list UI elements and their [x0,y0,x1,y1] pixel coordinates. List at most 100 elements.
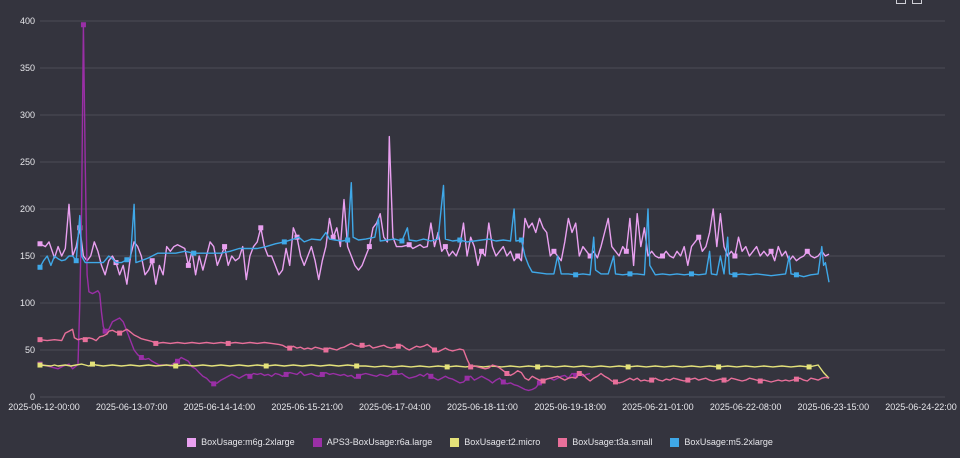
x-tick-label: 2025-06-23-15:00 [798,402,870,412]
series-marker [612,379,618,385]
series-marker [660,253,666,259]
series-marker [432,347,437,353]
series-marker [573,272,579,278]
series-marker [535,364,541,370]
legend-item[interactable]: BoxUsage:t3a.small [558,437,652,447]
series-marker [806,364,812,370]
series-marker [793,376,799,382]
series-marker [37,337,43,343]
series-marker [191,250,197,256]
series-marker [457,237,463,243]
series-marker [623,248,629,254]
series-line-1 [39,24,591,392]
series-marker [330,234,336,240]
x-tick-label: 2025-06-24-22:00 [885,402,957,412]
legend-swatch [558,437,568,447]
series-marker [551,248,557,254]
x-tick-label: 2025-06-18-11:00 [447,402,518,412]
series-marker [464,375,470,381]
series-marker [536,380,542,386]
x-tick-label: 2025-06-13-07:00 [96,402,168,412]
series-marker [649,377,655,383]
series-marker [366,244,372,250]
series-marker [688,271,694,277]
y-tick-label: 100 [20,298,35,308]
series-marker [175,358,181,364]
grid-lines [40,20,945,398]
y-tick-label: 350 [20,63,35,73]
y-tick-label: 200 [20,204,35,214]
series-marker [138,355,144,361]
y-tick-label: 0 [30,392,35,402]
series-marker [716,364,722,370]
chart-toolbar [896,0,922,4]
series-marker [359,342,365,348]
series-marker [73,258,79,264]
series-marker [247,373,253,379]
series-marker [354,363,360,369]
legend-item[interactable]: BoxUsage:m6g.2xlarge [187,437,295,447]
series-marker [263,363,269,369]
x-tick-label: 2025-06-19-18:00 [534,402,606,412]
y-tick-label: 150 [20,251,35,261]
series-marker [281,239,287,245]
series-marker [696,234,702,240]
series-marker [37,362,43,368]
series-line-3 [39,328,830,384]
series-line-2 [39,363,830,379]
series-marker [37,264,43,270]
series-lines [37,22,830,392]
series-marker [573,372,579,378]
legend-item[interactable]: APS3-BoxUsage:r6a.large [312,437,433,447]
series-marker [804,248,810,254]
series-marker [587,253,593,259]
series-marker [222,244,228,250]
series-marker [287,345,293,351]
series-line-4 [39,182,830,283]
series-marker [102,328,108,334]
legend-swatch [670,437,680,447]
series-marker [732,272,738,278]
legend-item[interactable]: BoxUsage:m5.2xlarge [670,437,773,447]
series-marker [37,241,43,247]
series-marker [211,381,217,387]
series-marker [399,238,405,244]
series-marker [355,373,361,379]
series-marker [442,244,448,250]
series-marker [89,361,95,367]
series-marker [185,262,191,268]
series-marker [500,379,506,385]
x-tick-label: 2025-06-15-21:00 [271,402,343,412]
legend-item[interactable]: BoxUsage:t2.micro [450,437,540,447]
series-marker [153,340,159,346]
y-tick-label: 400 [20,16,35,26]
legend-label: APS3-BoxUsage:r6a.large [326,437,433,447]
x-tick-label: 2025-06-22-08:00 [710,402,782,412]
series-marker [323,347,329,353]
x-tick-label: 2025-06-12-00:00 [8,402,80,412]
expand-icon[interactable] [896,0,906,4]
series-marker [768,248,774,254]
legend-label: BoxUsage:m5.2xlarge [684,437,773,447]
series-marker [757,378,763,384]
series-marker [283,371,289,377]
series-marker [444,364,450,370]
series-marker [258,225,264,231]
series-marker [518,237,524,243]
legend-label: BoxUsage:m6g.2xlarge [201,437,295,447]
series-marker [540,378,546,384]
series-marker [395,343,401,349]
series-marker [149,258,155,264]
legend-swatch [312,437,322,447]
series-marker [625,364,631,370]
menu-icon[interactable] [912,0,922,4]
y-tick-label: 250 [20,157,35,167]
series-marker [793,272,799,278]
series-marker [117,330,123,336]
y-tick-label: 50 [25,345,35,355]
x-axis: 2025-06-12-00:00 2025-06-13-07:00 2025-06-… [8,402,957,412]
x-tick-label: 2025-06-17-04:00 [359,402,431,412]
series-marker [627,271,633,277]
legend-swatch [450,437,460,447]
